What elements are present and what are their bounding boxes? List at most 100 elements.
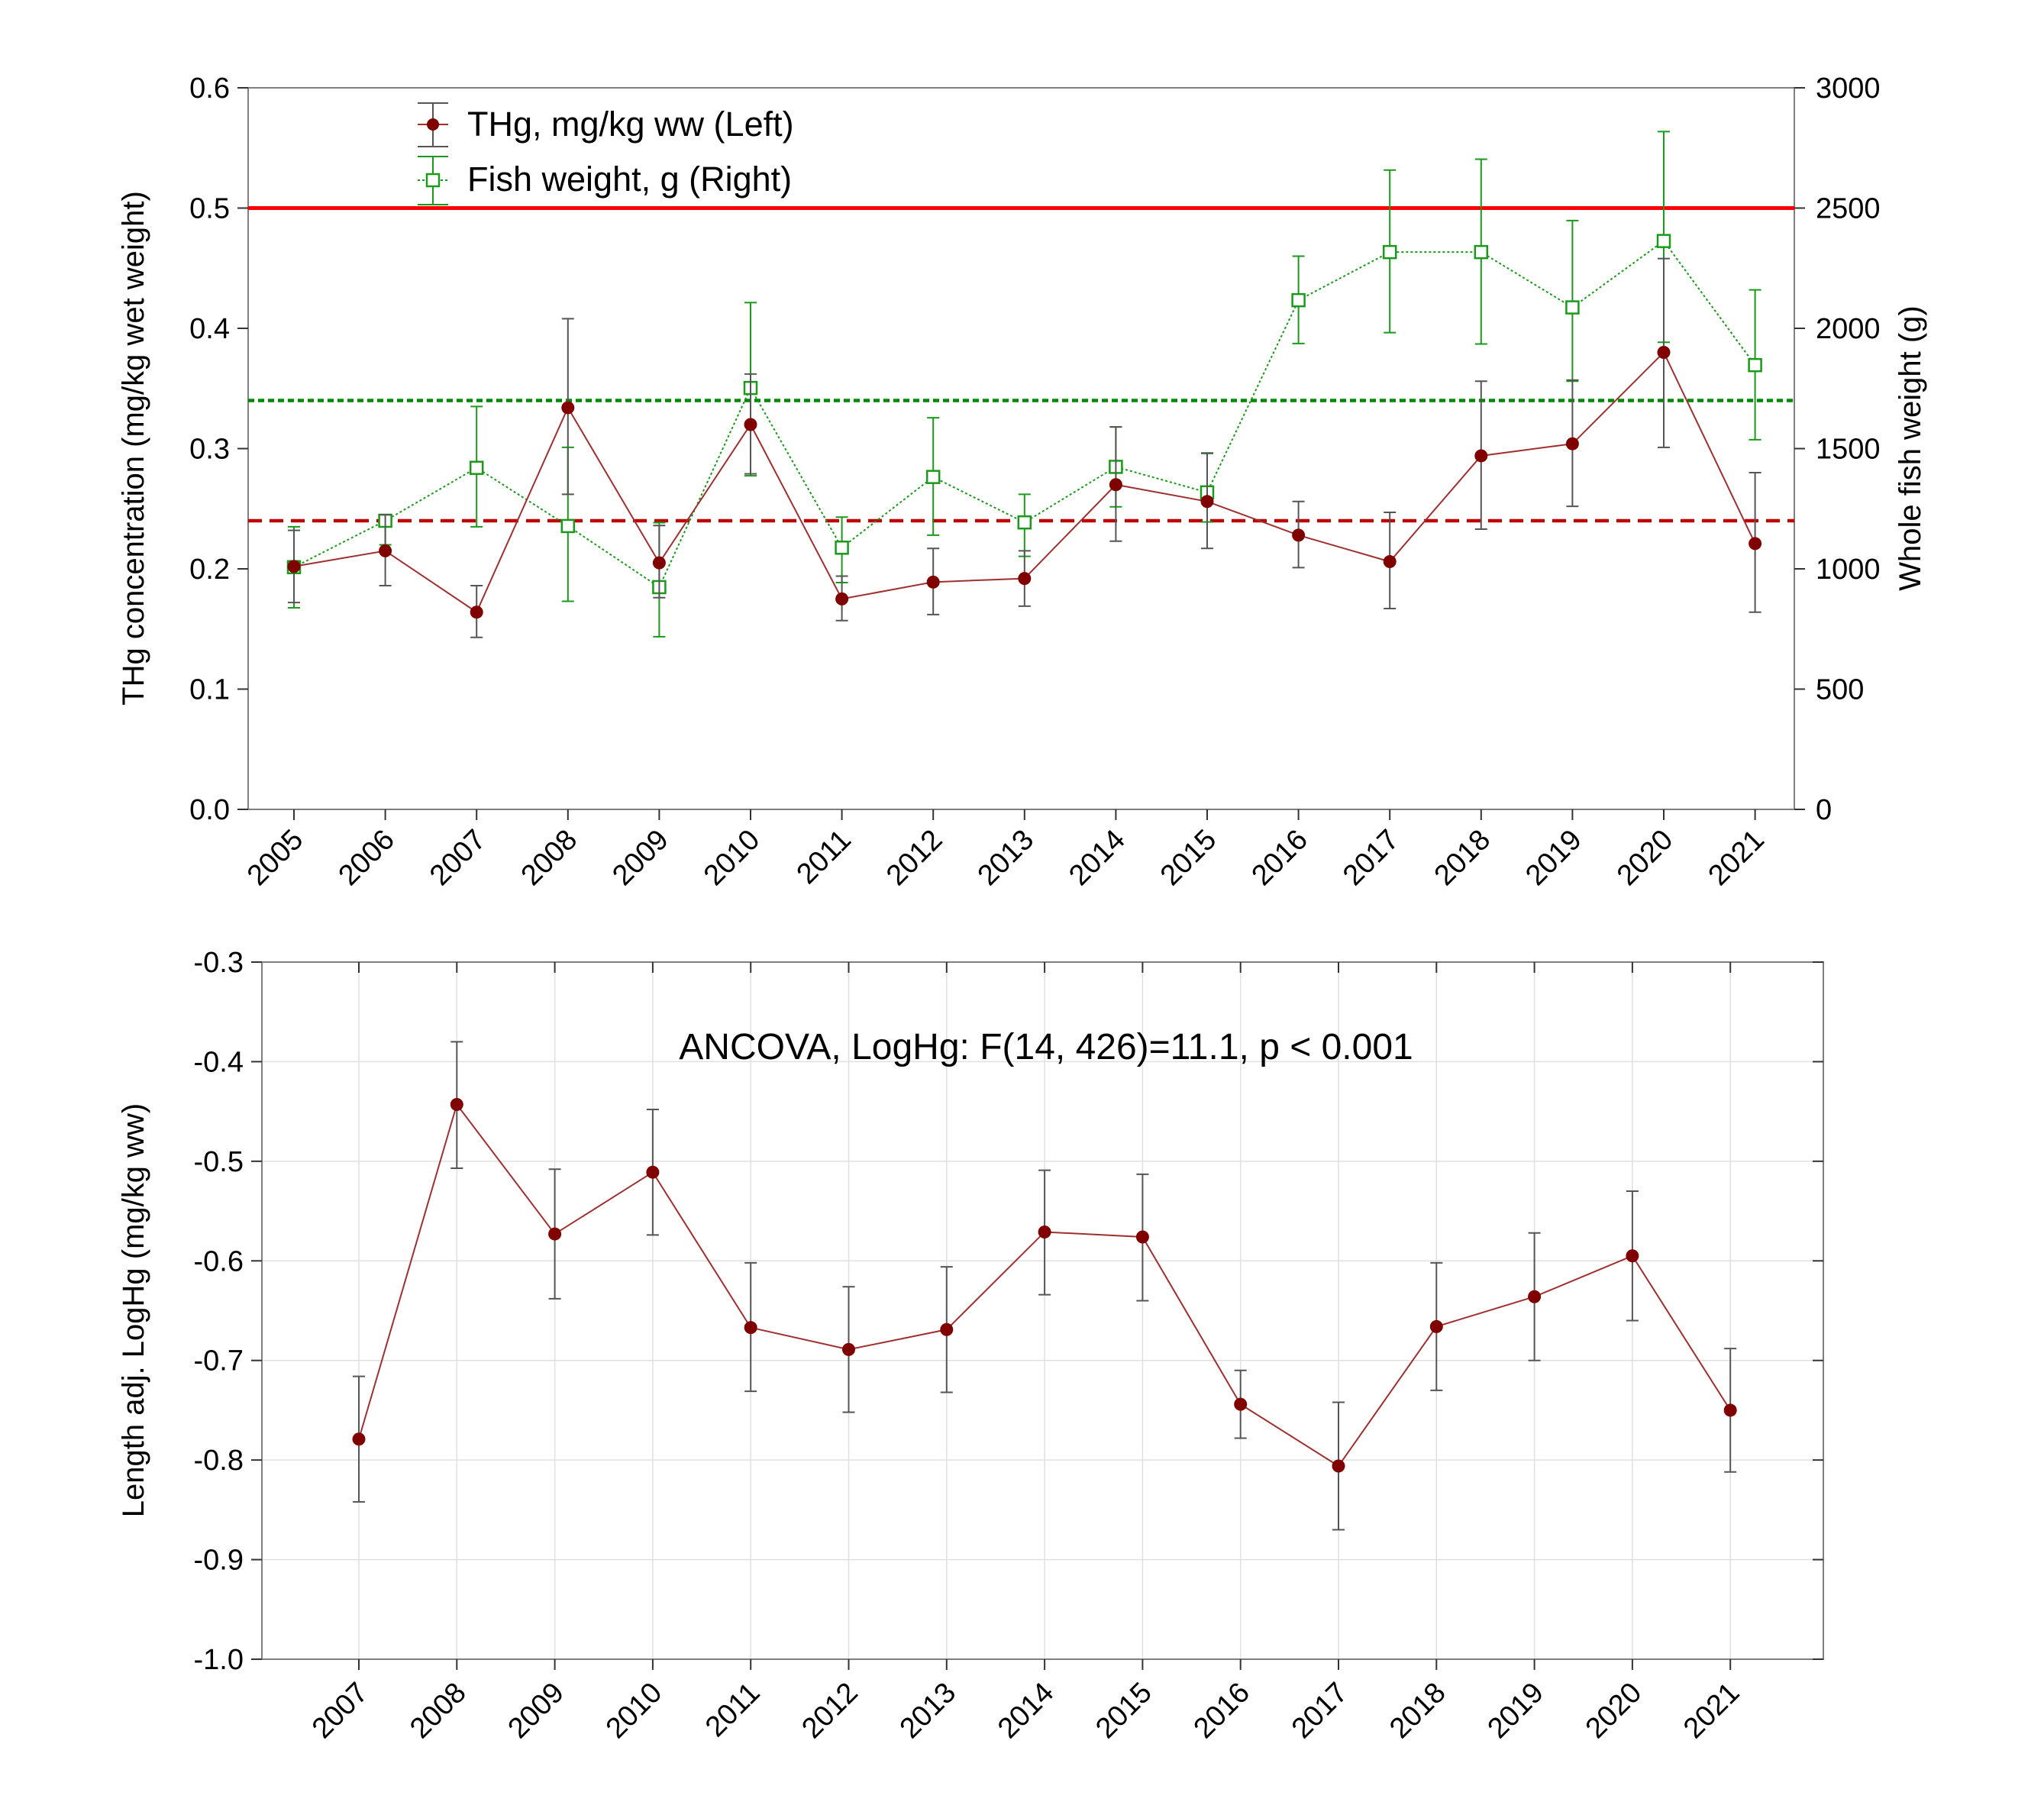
loghg-point <box>352 1432 366 1446</box>
thg-point <box>744 418 757 431</box>
top-x-tick-label: 2011 <box>790 824 857 890</box>
fish-weight-point <box>1382 244 1397 260</box>
top-x-tick-label: 2021 <box>1702 824 1770 892</box>
top-right-tick-label: 0 <box>1816 794 1832 826</box>
bottom-y-tick-label: -0.9 <box>194 1545 244 1577</box>
bottom-x-tick-label: 2011 <box>699 1677 766 1743</box>
thg-point <box>926 575 940 589</box>
top-right-tick-label: 500 <box>1816 674 1864 706</box>
bottom-x-tick-label: 2020 <box>1580 1677 1648 1745</box>
fish-weight-point <box>925 470 941 484</box>
bottom-x-tick-label: 2012 <box>796 1677 864 1745</box>
loghg-point <box>450 1098 463 1112</box>
top-x-tick-label: 2005 <box>241 824 309 892</box>
top-left-axis: 0.0 0.1 0.2 0.3 0.4 0.5 0.6 <box>189 73 248 826</box>
loghg-point <box>1135 1230 1149 1244</box>
loghg-point <box>1038 1225 1051 1238</box>
top-right-tick-label: 3000 <box>1816 73 1881 105</box>
bottom-y-tick-label: -0.4 <box>194 1046 244 1078</box>
legend-weight-label: Fish weight, g (Right) <box>467 160 792 199</box>
legend-weight-marker <box>425 173 441 188</box>
top-left-tick-label: 0.4 <box>189 313 230 345</box>
bottom-x-tick-label: 2013 <box>894 1677 962 1745</box>
top-chart: 0.0 0.1 0.2 0.3 0.4 0.5 0.6 0 500 1000 1500 2000 25… <box>117 73 1927 892</box>
top-left-tick-label: 0.2 <box>189 554 230 586</box>
legend-entry-thg: THg, mg/kg ww (Left) <box>418 102 794 147</box>
top-left-tick-label: 0.6 <box>189 73 230 105</box>
top-x-tick-label: 2020 <box>1611 824 1679 892</box>
top-x-axis: 2005 2006 2007 2008 2009 2010 2011 2012 2013 2014… <box>241 809 1771 892</box>
bottom-y-tick-label: -1.0 <box>194 1644 244 1676</box>
loghg-point <box>842 1342 855 1356</box>
fish-weight-point <box>1474 244 1489 260</box>
thg-point <box>1018 572 1032 586</box>
bottom-chart: -1.0-0.9-0.8-0.7-0.6-0.5-0.4-0.3 2007 200… <box>117 947 1824 1745</box>
thg-point <box>561 401 575 415</box>
loghg-point <box>1332 1459 1345 1473</box>
legend-thg-marker <box>427 118 439 131</box>
top-left-tick-label: 0.0 <box>189 794 230 826</box>
thg-point <box>1292 528 1306 542</box>
bottom-y-tick-label: -0.3 <box>194 947 244 979</box>
bottom-x-tick-label: 2019 <box>1481 1677 1549 1745</box>
top-right-axis-title: Whole fish weight (g) <box>1894 305 1927 590</box>
bottom-plot-frame <box>261 961 1824 1660</box>
loghg-point <box>1723 1403 1737 1417</box>
bottom-y-tick-label: -0.6 <box>194 1245 244 1277</box>
loghg-series <box>352 1041 1737 1531</box>
thg-point <box>1657 346 1671 359</box>
thg-point <box>1109 478 1122 492</box>
top-x-tick-label: 2013 <box>972 824 1040 892</box>
fish-weight-point <box>1656 234 1671 248</box>
bottom-x-tick-label: 2016 <box>1188 1677 1256 1745</box>
fish-weight-point <box>1565 300 1580 315</box>
thg-point <box>1565 437 1579 450</box>
thg-point <box>1200 495 1214 509</box>
top-x-tick-label: 2015 <box>1154 824 1222 892</box>
loghg-point <box>646 1165 660 1179</box>
loghg-point <box>744 1321 757 1335</box>
loghg-point <box>1429 1319 1443 1333</box>
top-x-tick-label: 2018 <box>1429 824 1497 892</box>
bottom-x-axis: 2007 2008 2009 2010 2011 2012 2013 2014 2015 2016… <box>306 962 1746 1745</box>
legend: THg, mg/kg ww (Left) Fish weight, g (Rig… <box>418 102 794 205</box>
thg-point <box>470 606 483 619</box>
loghg-point <box>1234 1397 1248 1411</box>
bottom-x-tick-label: 2009 <box>502 1677 570 1745</box>
loghg-point <box>548 1227 562 1241</box>
bottom-x-tick-label: 2017 <box>1286 1677 1354 1745</box>
top-right-axis: 0 500 1000 1500 2000 2500 3000 <box>1794 73 1881 826</box>
top-x-tick-label: 2007 <box>424 824 492 892</box>
top-x-tick-label: 2008 <box>515 824 583 892</box>
legend-entry-weight: Fish weight, g (Right) <box>418 156 792 205</box>
top-left-axis-title: THg concentration (mg/kg wet weight) <box>117 191 150 706</box>
bottom-y-axis: -1.0 -0.9 -0.8 -0.7 -0.6 -0.5 -0.4 -0.3 <box>194 947 1823 1676</box>
thg-series <box>287 257 1762 638</box>
fish-weight-point <box>1291 292 1306 308</box>
top-right-tick-label: 2500 <box>1816 193 1881 225</box>
thg-point <box>287 560 301 573</box>
loghg-point <box>940 1322 954 1336</box>
legend-thg-label: THg, mg/kg ww (Left) <box>467 105 794 144</box>
ancova-annotation: ANCOVA, LogHg: F(14, 426)=11.1, p < 0.00… <box>679 1027 1413 1067</box>
fish-weight-point <box>1017 515 1032 530</box>
top-x-tick-label: 2006 <box>332 824 400 892</box>
thg-point <box>1383 555 1397 569</box>
thg-point <box>1749 537 1762 551</box>
top-x-tick-label: 2017 <box>1337 824 1405 892</box>
bottom-y-tick-label: -0.5 <box>194 1146 244 1178</box>
top-x-tick-label: 2010 <box>698 824 766 892</box>
top-x-tick-label: 2012 <box>880 824 948 892</box>
bottom-y-tick-label: -0.8 <box>194 1445 244 1477</box>
thg-point <box>835 592 849 606</box>
fish-weight-point <box>835 541 849 555</box>
top-left-tick-label: 0.5 <box>189 193 230 225</box>
bottom-x-tick-label: 2014 <box>992 1677 1060 1745</box>
top-left-tick-label: 0.1 <box>189 674 230 706</box>
bottom-x-tick-label: 2015 <box>1090 1677 1158 1745</box>
top-x-tick-label: 2014 <box>1063 824 1131 892</box>
bottom-x-tick-label: 2018 <box>1384 1677 1451 1745</box>
fish-weight-point <box>469 460 484 475</box>
bottom-x-tick-label: 2007 <box>306 1677 374 1745</box>
